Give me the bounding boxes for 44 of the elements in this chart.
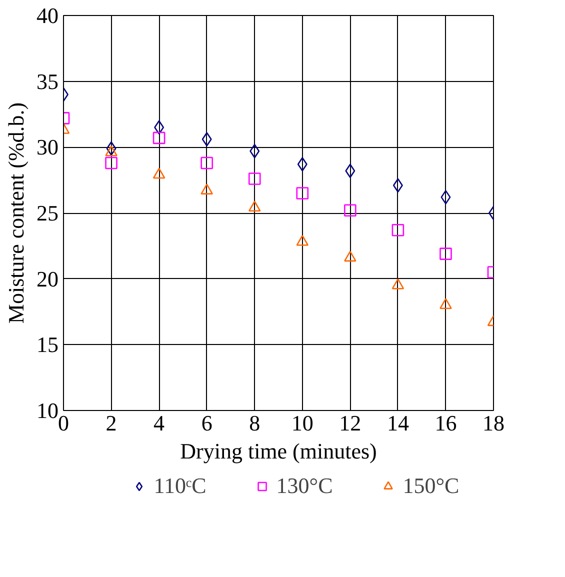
- point: [200, 156, 213, 170]
- point: [152, 168, 166, 179]
- point: [344, 250, 356, 262]
- point: [248, 172, 261, 185]
- x-tick-label: 6: [201, 410, 212, 436]
- x-tick-label: 4: [154, 410, 165, 436]
- point: [344, 204, 356, 217]
- point: [296, 234, 309, 246]
- point: [154, 120, 164, 135]
- x-tick-label: 0: [58, 410, 69, 436]
- y-tick-label: 15: [36, 332, 58, 358]
- x-tick-label: 2: [106, 410, 117, 436]
- x-tick-label: 16: [434, 410, 457, 436]
- legend-label: 110ᶜC: [154, 473, 206, 499]
- y-tick-label: 25: [36, 200, 58, 226]
- point: [152, 132, 166, 144]
- point: [392, 178, 403, 192]
- point: [250, 144, 260, 158]
- point: [200, 184, 213, 194]
- point: [392, 224, 404, 236]
- point: [106, 141, 116, 156]
- legend-label: 130°C: [276, 473, 333, 499]
- y-tick-label: 20: [36, 266, 58, 292]
- point: [440, 190, 451, 204]
- x-tick-label: 18: [482, 410, 504, 436]
- x-tick-label: 12: [339, 410, 362, 436]
- point: [105, 156, 118, 170]
- point: [297, 157, 308, 172]
- x-axis-title: Drying time (minutes): [180, 438, 377, 464]
- point: [248, 200, 261, 212]
- point: [440, 298, 452, 309]
- x-tick-label: 10: [291, 410, 314, 436]
- point: [345, 164, 356, 178]
- point: [392, 278, 404, 290]
- point: [202, 132, 212, 146]
- y-axis-title: Moisture content (%d.b.): [4, 102, 28, 324]
- y-tick-label: 30: [36, 134, 58, 160]
- point: [296, 187, 309, 200]
- point: [440, 248, 452, 260]
- legend-label: 150°C: [402, 473, 460, 499]
- y-tick-label: 40: [36, 3, 58, 28]
- x-tick-label: 14: [386, 410, 409, 436]
- y-tick-label: 35: [36, 68, 58, 94]
- x-tick-label: 8: [249, 410, 260, 436]
